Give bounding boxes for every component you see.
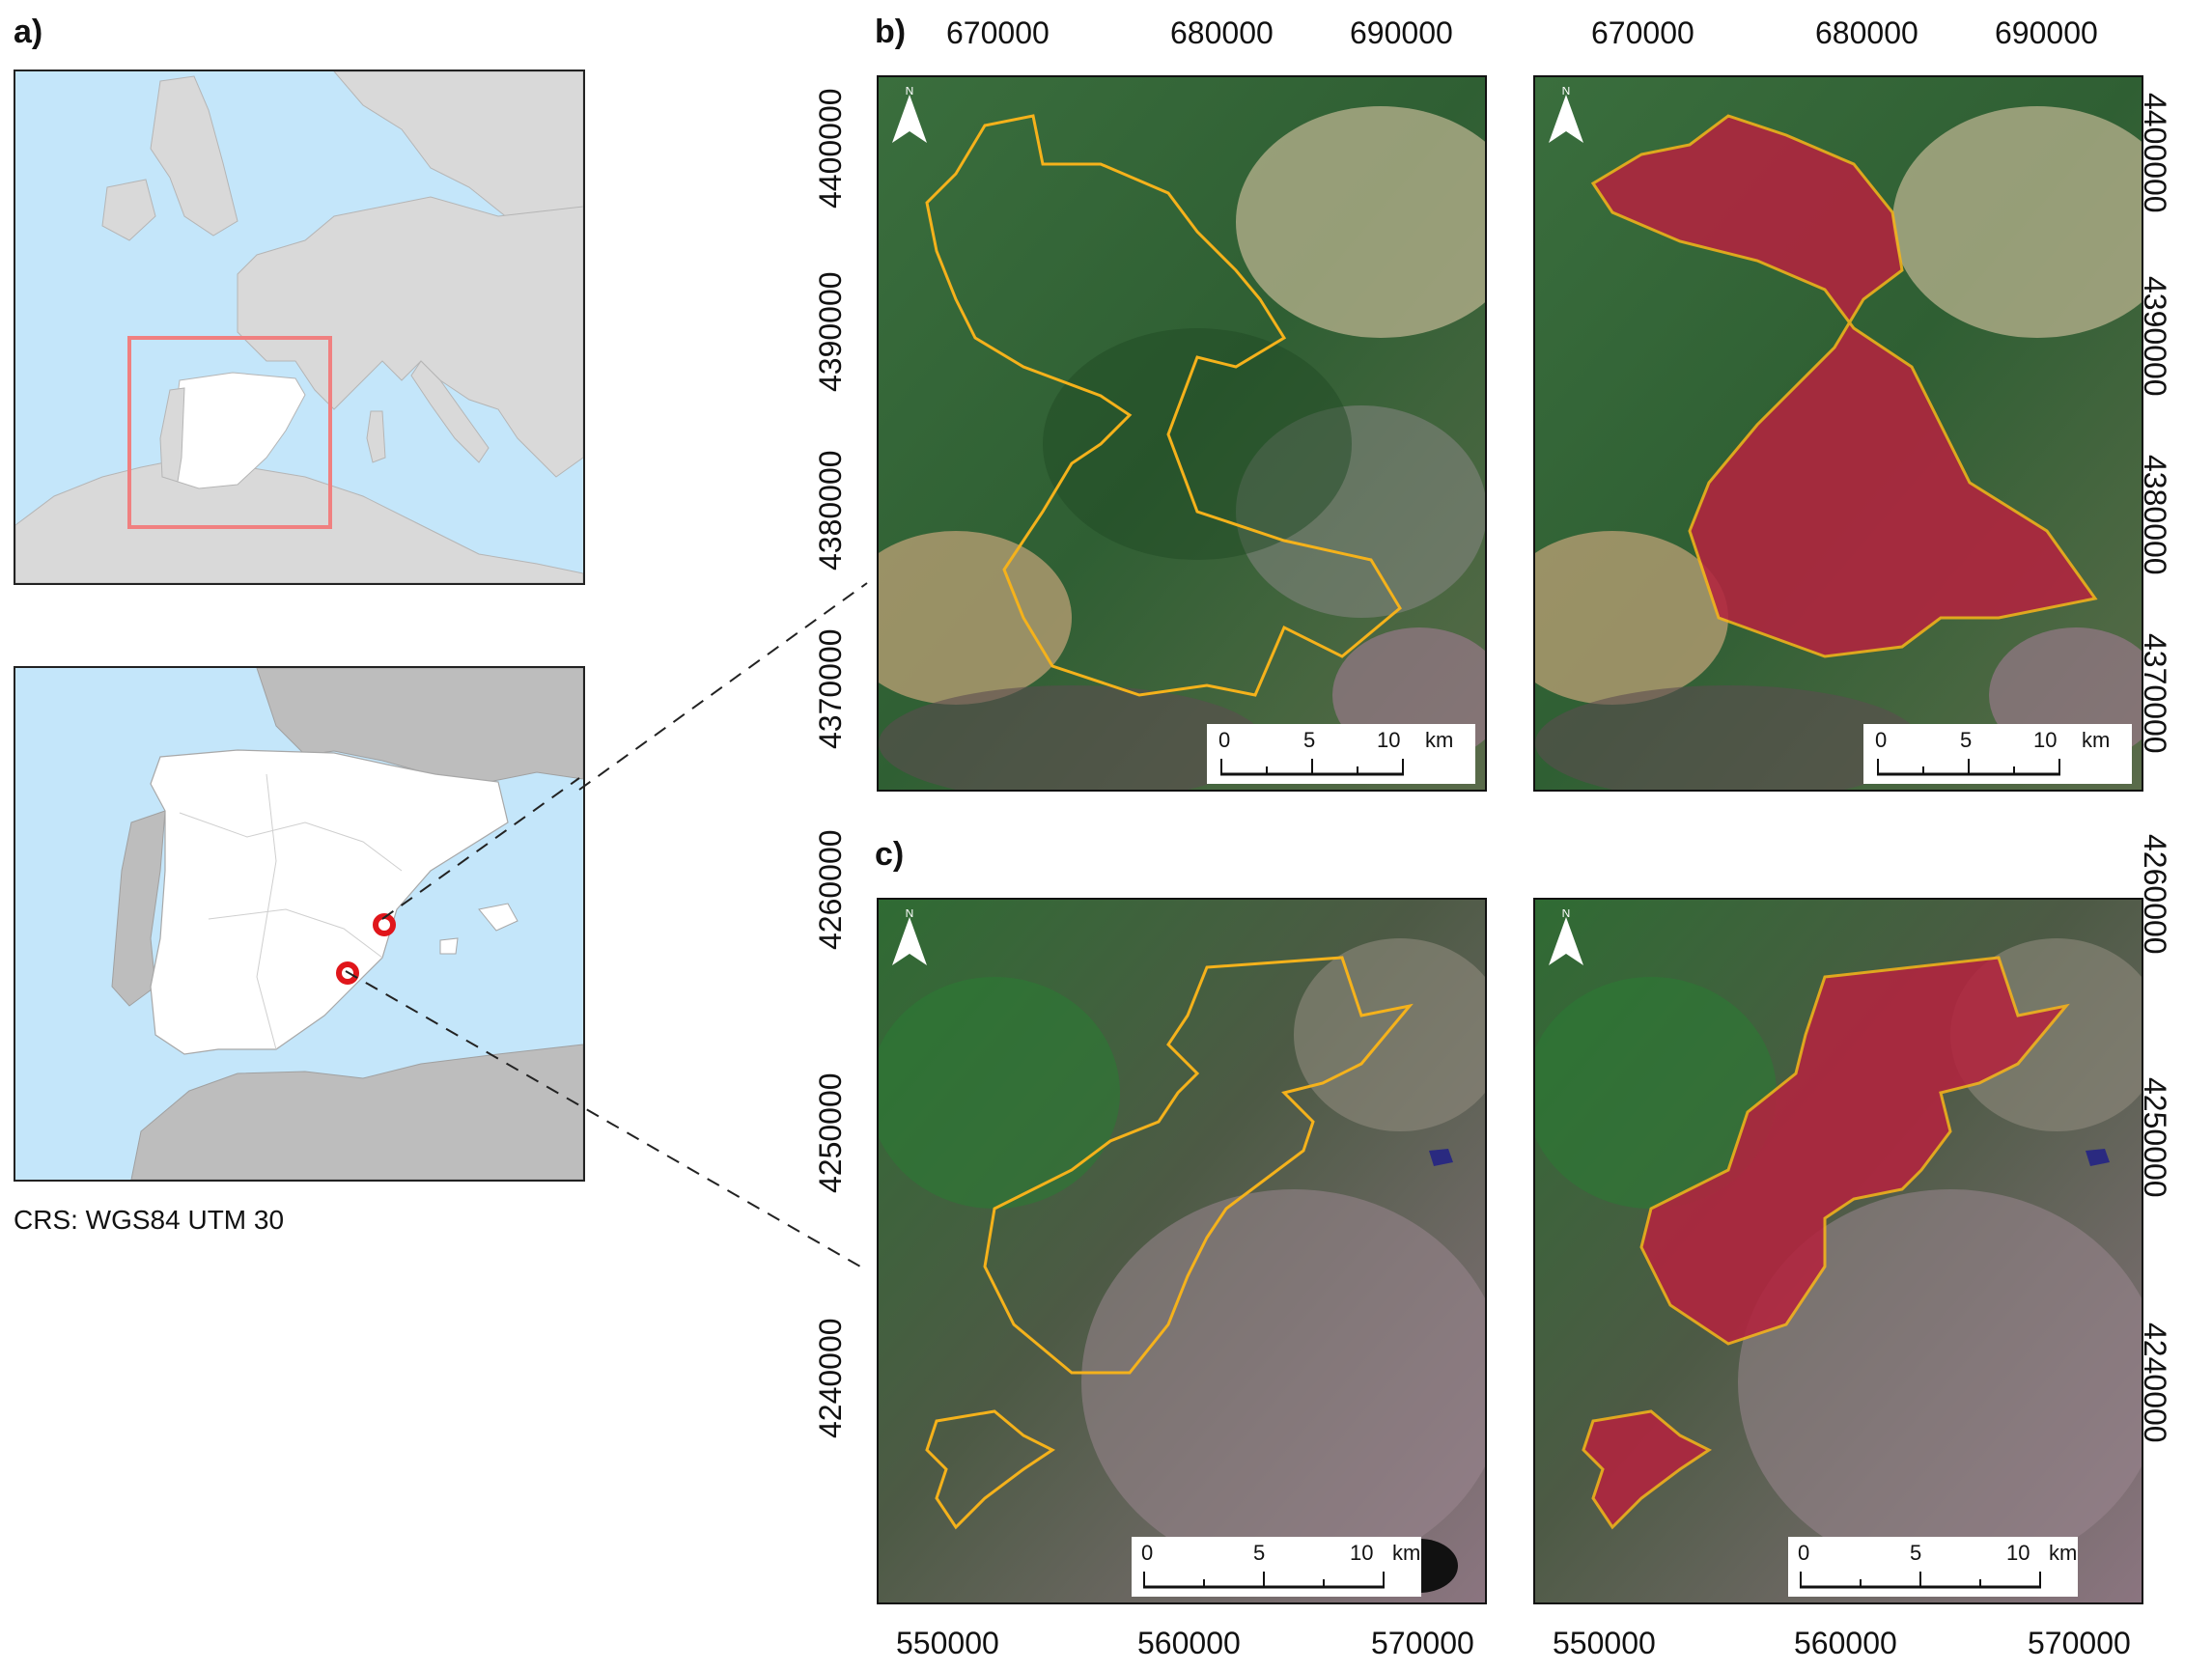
c-x-tick-3: 570000	[1371, 1626, 1474, 1660]
satellite-image-b-pre-fire: N 0 5 10 km	[877, 75, 1487, 792]
satellite-image-c-pre-fire: N 0 5 10 km	[877, 898, 1487, 1604]
scale-bar: 0 5 10 km	[1132, 1537, 1421, 1597]
b-x-tick-3-right: 690000	[1995, 15, 2098, 50]
b-x-tick-1: 670000	[946, 15, 1050, 50]
scale-bar: 0 5 10 km	[1207, 724, 1475, 784]
satellite-image-c-post-fire: N 0 5 10 km	[1533, 898, 2143, 1604]
b-y-tick-2-right: 4390000	[2138, 276, 2172, 397]
spain-locator-map	[14, 666, 585, 1182]
c-y-tick-2-right: 4250000	[2138, 1077, 2172, 1198]
b-x-tick-2-right: 680000	[1815, 15, 1918, 50]
svg-text:N: N	[1562, 909, 1571, 920]
b-y-tick-4-right: 4370000	[2138, 633, 2172, 754]
b-y-tick-2: 4390000	[813, 271, 848, 392]
b-y-tick-3-right: 4380000	[2138, 455, 2172, 575]
europe-locator-map	[14, 70, 585, 585]
c-x-tick-1-right: 550000	[1553, 1626, 1656, 1660]
b-x-tick-1-right: 670000	[1591, 15, 1694, 50]
c-x-tick-1: 550000	[896, 1626, 999, 1660]
c-x-tick-2-right: 560000	[1794, 1626, 1897, 1660]
panel-label-b: b)	[875, 14, 907, 50]
c-y-tick-1: 4260000	[813, 829, 848, 950]
north-arrow-icon: N	[888, 87, 931, 149]
north-arrow-icon: N	[1545, 909, 1587, 971]
svg-text:N: N	[1562, 87, 1571, 97]
north-arrow-icon: N	[888, 909, 931, 971]
b-y-tick-4: 4370000	[813, 628, 848, 749]
crs-caption: CRS: WGS84 UTM 30	[14, 1205, 285, 1235]
scale-bar: 0 5 10 km	[1863, 724, 2132, 784]
c-y-tick-2: 4250000	[813, 1072, 848, 1193]
b-x-tick-3: 690000	[1350, 15, 1453, 50]
b-y-tick-1-right: 4400000	[2138, 93, 2172, 213]
svg-text:N: N	[906, 87, 914, 97]
b-x-tick-2: 680000	[1170, 15, 1274, 50]
panel-label-a: a)	[14, 14, 43, 50]
scale-bar: 0 5 10 km	[1788, 1537, 2078, 1597]
c-y-tick-1-right: 4260000	[2138, 834, 2172, 955]
panel-label-c: c)	[875, 836, 905, 873]
svg-text:N: N	[906, 909, 914, 920]
satellite-image-b-post-fire: N 0 5 10 km	[1533, 75, 2143, 792]
b-y-tick-3: 4380000	[813, 450, 848, 571]
c-x-tick-2: 560000	[1137, 1626, 1241, 1660]
c-y-tick-3: 4240000	[813, 1318, 848, 1438]
c-y-tick-3-right: 4240000	[2138, 1323, 2172, 1443]
north-arrow-icon: N	[1545, 87, 1587, 149]
c-x-tick-3-right: 570000	[2028, 1626, 2131, 1660]
b-y-tick-1: 4400000	[813, 88, 848, 209]
